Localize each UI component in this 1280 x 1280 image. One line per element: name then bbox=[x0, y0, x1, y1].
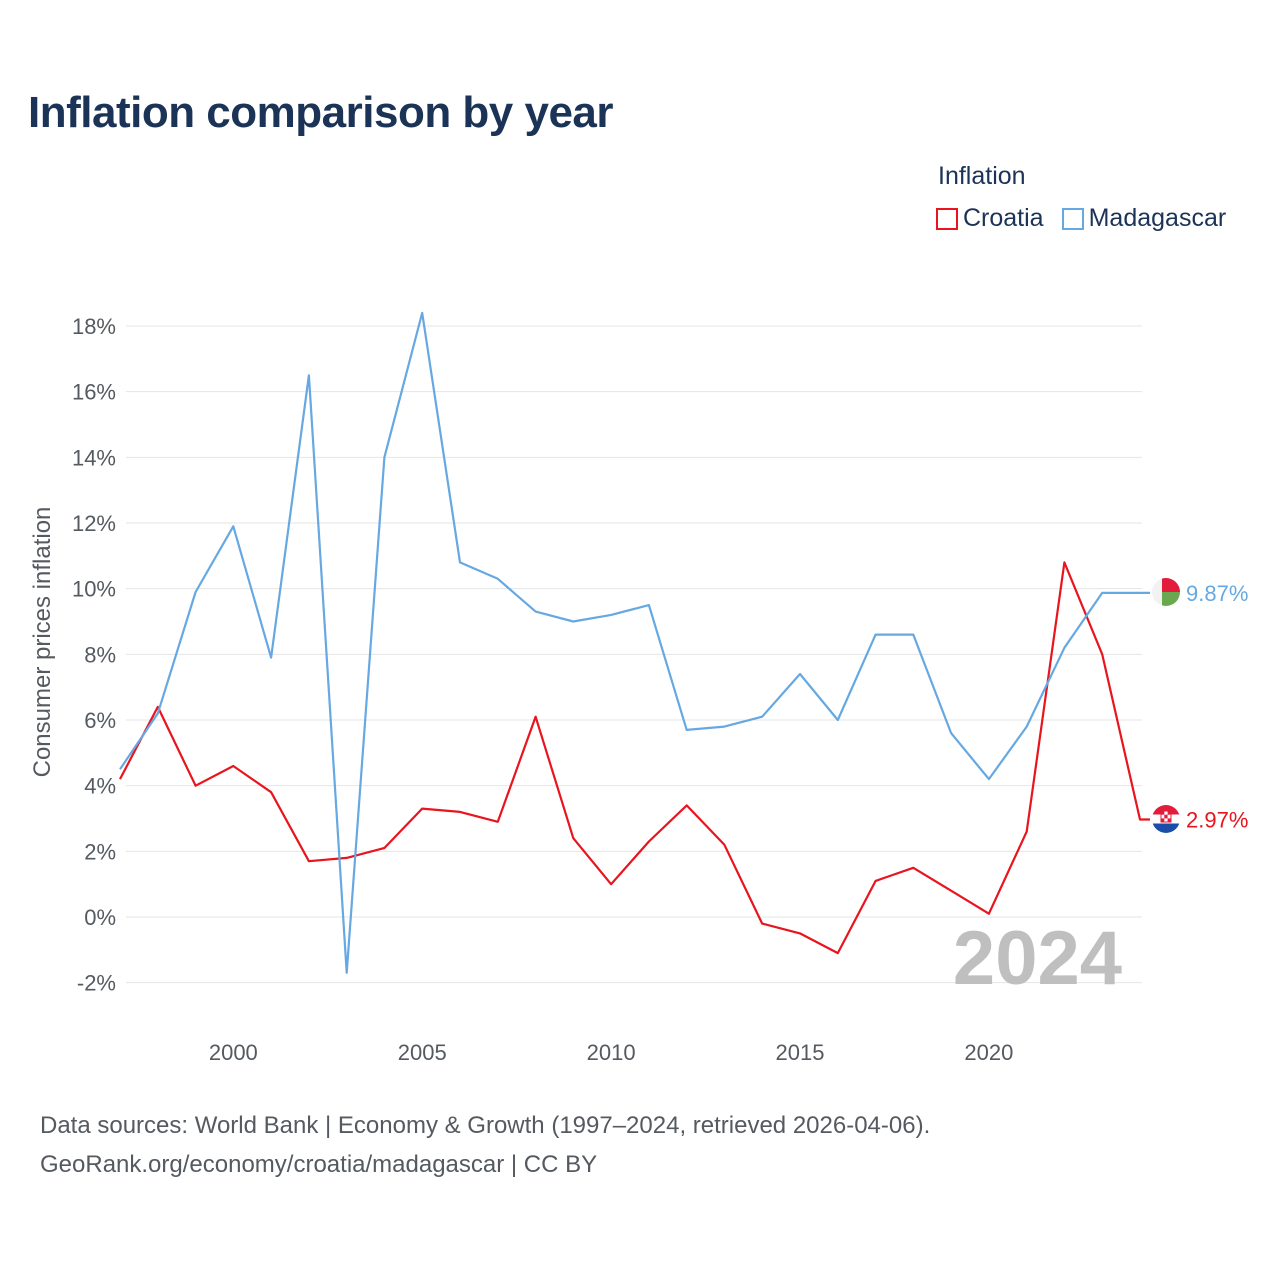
legend-swatch-croatia bbox=[936, 207, 958, 230]
legend-item-madagascar[interactable]: Madagascar bbox=[1061, 204, 1227, 233]
y-axis-title: Consumer prices inflation bbox=[29, 507, 56, 778]
data-point-madagascar bbox=[533, 609, 539, 615]
data-point-madagascar bbox=[1099, 590, 1105, 596]
legend-title: Inflation bbox=[938, 162, 1026, 190]
data-point-croatia bbox=[608, 881, 614, 887]
y-tick-label: 16% bbox=[72, 380, 116, 405]
data-point-madagascar bbox=[419, 310, 425, 316]
data-point-madagascar bbox=[948, 730, 954, 736]
series-lines bbox=[117, 310, 1150, 976]
data-point-croatia bbox=[910, 865, 916, 871]
legend: Croatia Madagascar bbox=[936, 204, 1226, 233]
data-point-croatia bbox=[986, 911, 992, 917]
data-point-croatia bbox=[759, 921, 765, 927]
croatia-flag-icon bbox=[1152, 805, 1180, 833]
y-tick-label: 0% bbox=[84, 905, 116, 930]
data-point-croatia bbox=[570, 835, 576, 841]
data-point-madagascar bbox=[608, 612, 614, 618]
x-tick-label: 2015 bbox=[776, 1040, 825, 1065]
data-point-croatia bbox=[948, 888, 954, 894]
data-point-croatia bbox=[268, 789, 274, 795]
madagascar-flag-icon bbox=[1152, 578, 1180, 606]
data-point-madagascar bbox=[268, 655, 274, 661]
data-point-madagascar bbox=[759, 714, 765, 720]
data-point-croatia bbox=[193, 783, 199, 789]
data-point-madagascar bbox=[835, 717, 841, 723]
data-point-croatia bbox=[873, 878, 879, 884]
data-point-madagascar bbox=[570, 619, 576, 625]
y-tick-label: 12% bbox=[72, 511, 116, 536]
y-tick-label: 18% bbox=[72, 314, 116, 339]
data-point-madagascar bbox=[684, 727, 690, 733]
data-point-croatia bbox=[117, 776, 123, 782]
data-point-croatia bbox=[835, 950, 841, 956]
grid bbox=[126, 325, 1142, 984]
data-point-madagascar bbox=[344, 970, 350, 976]
data-point-madagascar bbox=[495, 576, 501, 582]
data-point-madagascar bbox=[457, 559, 463, 565]
chart-title: Inflation comparison by year bbox=[28, 88, 614, 137]
y-axis: -2% 0% 2% 4% 6% 8% 10% 12% 14% 16% 18% bbox=[72, 314, 116, 996]
source-line-2: GeoRank.org/economy/croatia/madagascar |… bbox=[40, 1151, 598, 1178]
data-point-madagascar bbox=[230, 523, 236, 529]
data-point-madagascar bbox=[155, 710, 161, 716]
data-point-croatia bbox=[1137, 816, 1143, 822]
data-point-croatia bbox=[797, 930, 803, 936]
data-point-croatia bbox=[646, 838, 652, 844]
data-point-croatia bbox=[1024, 829, 1030, 835]
year-watermark: 2024 bbox=[953, 916, 1122, 1001]
y-tick-label: 4% bbox=[84, 774, 116, 799]
legend-item-croatia[interactable]: Croatia bbox=[936, 204, 1044, 233]
x-tick-label: 2000 bbox=[209, 1040, 258, 1065]
data-point-madagascar bbox=[381, 454, 387, 460]
y-tick-label: -2% bbox=[77, 971, 116, 996]
series-line-madagascar[interactable] bbox=[119, 311, 1150, 974]
data-point-croatia bbox=[230, 763, 236, 769]
data-point-madagascar bbox=[797, 671, 803, 677]
data-point-croatia bbox=[1099, 651, 1105, 657]
data-point-madagascar bbox=[873, 632, 879, 638]
data-point-madagascar bbox=[1137, 590, 1143, 596]
y-tick-label: 8% bbox=[84, 642, 116, 667]
end-label-croatia: 2.97% bbox=[1186, 807, 1248, 832]
x-tick-label: 2020 bbox=[964, 1040, 1013, 1065]
legend-label-madagascar: Madagascar bbox=[1088, 204, 1227, 232]
source-note: Data sources: World Bank | Economy & Gro… bbox=[40, 1106, 930, 1184]
x-axis: 2000 2005 2010 2015 2020 bbox=[209, 1040, 1014, 1065]
y-tick-label: 6% bbox=[84, 708, 116, 733]
data-point-croatia bbox=[721, 842, 727, 848]
x-tick-label: 2005 bbox=[398, 1040, 447, 1065]
y-tick-label: 2% bbox=[84, 839, 116, 864]
data-point-croatia bbox=[1061, 559, 1067, 565]
data-point-croatia bbox=[495, 819, 501, 825]
data-point-croatia bbox=[457, 809, 463, 815]
data-point-croatia bbox=[533, 714, 539, 720]
series-line-croatia[interactable] bbox=[119, 561, 1150, 955]
y-tick-label: 14% bbox=[72, 445, 116, 470]
data-point-croatia bbox=[344, 855, 350, 861]
data-point-croatia bbox=[381, 845, 387, 851]
data-point-madagascar bbox=[193, 589, 199, 595]
data-point-madagascar bbox=[646, 602, 652, 608]
data-point-madagascar bbox=[306, 372, 312, 378]
data-point-croatia bbox=[306, 858, 312, 864]
data-point-croatia bbox=[419, 806, 425, 812]
legend-label-croatia: Croatia bbox=[963, 204, 1044, 232]
data-point-madagascar bbox=[910, 632, 916, 638]
legend-swatch-madagascar bbox=[1061, 207, 1084, 230]
data-point-madagascar bbox=[1061, 645, 1067, 651]
data-point-madagascar bbox=[721, 724, 727, 730]
x-tick-label: 2010 bbox=[587, 1040, 636, 1065]
data-point-madagascar bbox=[1024, 724, 1030, 730]
data-point-croatia bbox=[684, 802, 690, 808]
source-line-1: Data sources: World Bank | Economy & Gro… bbox=[40, 1112, 931, 1139]
data-point-madagascar bbox=[117, 766, 123, 772]
end-label-madagascar: 9.87% bbox=[1186, 581, 1248, 606]
end-labels: 2.97% 9.87% bbox=[1186, 581, 1248, 833]
data-point-madagascar bbox=[986, 776, 992, 782]
y-tick-label: 10% bbox=[72, 577, 116, 602]
